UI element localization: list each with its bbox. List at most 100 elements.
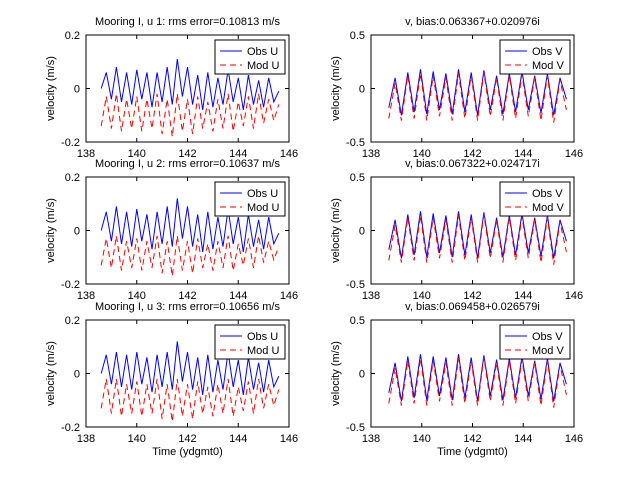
- x-tick-label: 144: [514, 290, 532, 302]
- legend-label: Mod V: [532, 60, 564, 72]
- series-line-mod-u: [100, 93, 280, 137]
- x-tick-label: 140: [128, 433, 146, 445]
- y-tick-label: -0.2: [61, 137, 80, 149]
- chart-title: v, bias:0.067322+0.024717i: [405, 158, 540, 170]
- series-line-mod-v: [388, 72, 567, 123]
- x-tick-label: 140: [128, 148, 146, 160]
- y-tick-label: -0.2: [61, 422, 80, 434]
- y-axis-label: velocity (m/s): [330, 198, 342, 263]
- legend-label: Mod V: [532, 345, 564, 357]
- x-tick-label: 138: [77, 433, 95, 445]
- y-tick-label: 0: [359, 226, 365, 238]
- x-tick-label: 144: [229, 433, 247, 445]
- legend-label: Obs U: [247, 331, 278, 343]
- legend: Obs U Mod U: [214, 324, 286, 360]
- legend: Obs U Mod U: [214, 39, 286, 75]
- legend: Obs V Mod V: [499, 181, 571, 217]
- x-tick-label: 144: [229, 148, 247, 160]
- legend-label: Mod U: [247, 202, 279, 214]
- y-tick-label: 0.2: [65, 172, 80, 184]
- series-line-obs-v: [388, 69, 567, 116]
- x-tick-label: 140: [413, 290, 431, 302]
- chart-panel-4: 138 140 142 144 146 -0.5 0 0.5 v, bias:0.067322+…: [330, 158, 583, 302]
- series-line-mod-v: [388, 357, 567, 408]
- x-axis-label: Time (ydgmt0): [152, 446, 223, 458]
- chart-title: Mooring I, u 2: rms error=0.10637 m/s: [95, 158, 280, 170]
- legend-label: Mod V: [532, 202, 564, 214]
- y-tick-label: 0.5: [350, 30, 365, 42]
- y-tick-label: 0.5: [350, 172, 365, 184]
- legend-box: [214, 324, 286, 360]
- x-tick-label: 146: [280, 148, 298, 160]
- legend-box: [214, 181, 286, 217]
- legend-label: Obs V: [532, 331, 563, 343]
- series-line-obs-v: [388, 354, 567, 402]
- chart-panel-5: 138 140 142 144 146 -0.2 0 0.2 Mooring I, u 3: r…: [45, 301, 298, 458]
- x-tick-label: 146: [280, 433, 298, 445]
- chart-title: Mooring I, u 3: rms error=0.10656 m/s: [95, 301, 280, 313]
- x-tick-label: 140: [413, 433, 431, 445]
- x-tick-label: 142: [463, 148, 481, 160]
- chart-panel-1: 138 140 142 144 146 -0.2 0 0.2 Mooring I, u 1: r…: [45, 16, 298, 160]
- x-tick-label: 140: [413, 148, 431, 160]
- y-tick-label: -0.2: [61, 279, 80, 291]
- series-line-obs-u: [100, 59, 280, 110]
- x-tick-label: 142: [178, 290, 196, 302]
- y-tick-label: 0.2: [65, 315, 80, 327]
- x-tick-label: 140: [128, 290, 146, 302]
- y-tick-label: 0.2: [65, 30, 80, 42]
- series-line-obs-v: [388, 211, 567, 259]
- y-tick-label: 0: [74, 226, 80, 238]
- y-tick-label: -0.5: [346, 279, 365, 291]
- chart-title: v, bias:0.063367+0.020976i: [405, 16, 540, 28]
- x-tick-label: 142: [463, 433, 481, 445]
- x-tick-label: 138: [77, 290, 95, 302]
- legend: Obs V Mod V: [499, 324, 571, 360]
- series-line-obs-u: [100, 198, 280, 252]
- y-tick-label: 0: [74, 84, 80, 96]
- y-axis-label: velocity (m/s): [45, 198, 57, 263]
- y-axis-label: velocity (m/s): [330, 56, 342, 121]
- x-tick-label: 138: [77, 148, 95, 160]
- x-tick-label: 146: [565, 433, 583, 445]
- series-line-mod-u: [100, 235, 280, 277]
- y-tick-label: -0.5: [346, 422, 365, 434]
- x-axis-label: Time (ydgmt0): [437, 446, 508, 458]
- series-line-mod-v: [388, 214, 567, 265]
- legend-label: Obs U: [247, 46, 278, 58]
- x-tick-label: 138: [362, 433, 380, 445]
- legend-box: [499, 181, 571, 217]
- legend-label: Obs V: [532, 188, 563, 200]
- y-tick-label: 0: [359, 84, 365, 96]
- legend-label: Mod U: [247, 345, 279, 357]
- legend-box: [499, 39, 571, 75]
- legend: Obs U Mod U: [214, 181, 286, 217]
- chart-panel-6: 138 140 142 144 146 -0.5 0 0.5 v, bias:0.069458+…: [330, 301, 583, 458]
- x-tick-label: 142: [178, 433, 196, 445]
- x-tick-label: 144: [514, 148, 532, 160]
- y-axis-label: velocity (m/s): [330, 341, 342, 406]
- y-tick-label: 0: [74, 369, 80, 381]
- y-tick-label: -0.5: [346, 137, 365, 149]
- series-line-obs-u: [100, 341, 280, 395]
- legend-label: Obs V: [532, 46, 563, 58]
- series-line-mod-u: [100, 378, 280, 422]
- y-tick-label: 0.5: [350, 315, 365, 327]
- x-tick-label: 142: [463, 290, 481, 302]
- legend-label: Obs U: [247, 188, 278, 200]
- legend-label: Mod U: [247, 60, 279, 72]
- chart-title: Mooring I, u 1: rms error=0.10813 m/s: [95, 16, 280, 28]
- x-tick-label: 146: [565, 148, 583, 160]
- y-axis-label: velocity (m/s): [45, 56, 57, 121]
- legend-box: [499, 324, 571, 360]
- x-tick-label: 144: [229, 290, 247, 302]
- x-tick-label: 138: [362, 148, 380, 160]
- chart-title: v, bias:0.069458+0.026579i: [405, 301, 540, 313]
- x-tick-label: 142: [178, 148, 196, 160]
- x-tick-label: 146: [280, 290, 298, 302]
- legend: Obs V Mod V: [499, 39, 571, 75]
- x-tick-label: 144: [514, 433, 532, 445]
- y-tick-label: 0: [359, 369, 365, 381]
- chart-panel-3: 138 140 142 144 146 -0.2 0 0.2 Mooring I, u 2: r…: [45, 158, 298, 302]
